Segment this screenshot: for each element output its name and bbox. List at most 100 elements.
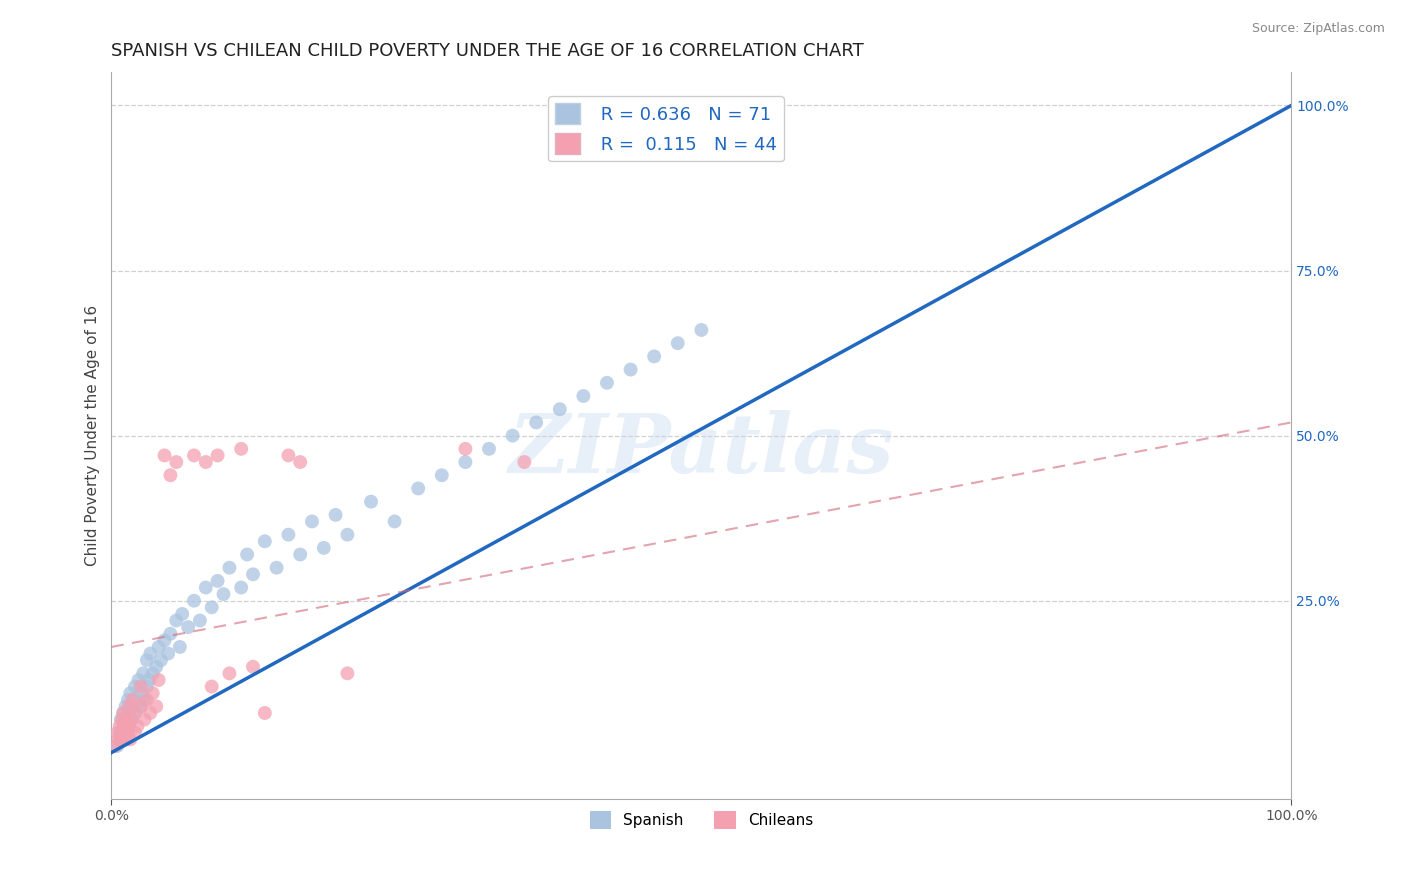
Point <box>360 494 382 508</box>
Point <box>242 567 264 582</box>
Point <box>325 508 347 522</box>
Point <box>231 442 253 456</box>
Point <box>118 706 141 720</box>
Point <box>120 686 142 700</box>
Point <box>212 587 235 601</box>
Point <box>290 548 312 562</box>
Point <box>118 699 141 714</box>
Point <box>643 350 665 364</box>
Point <box>148 640 170 654</box>
Point <box>207 574 229 588</box>
Point <box>406 482 429 496</box>
Point <box>336 666 359 681</box>
Point <box>145 699 167 714</box>
Y-axis label: Child Poverty Under the Age of 16: Child Poverty Under the Age of 16 <box>86 305 100 566</box>
Point <box>111 713 134 727</box>
Point <box>112 719 135 733</box>
Point <box>301 515 323 529</box>
Point <box>134 692 156 706</box>
Point <box>142 686 165 700</box>
Point <box>114 726 136 740</box>
Point <box>120 732 142 747</box>
Point <box>110 713 132 727</box>
Point <box>135 653 157 667</box>
Point <box>129 699 152 714</box>
Point <box>266 560 288 574</box>
Point <box>114 699 136 714</box>
Point <box>157 647 180 661</box>
Point <box>336 527 359 541</box>
Point <box>139 706 162 720</box>
Point <box>277 527 299 541</box>
Point <box>142 666 165 681</box>
Point <box>127 719 149 733</box>
Point <box>111 732 134 747</box>
Point <box>105 726 128 740</box>
Point <box>502 428 524 442</box>
Point <box>107 732 129 747</box>
Point <box>112 726 135 740</box>
Point <box>183 593 205 607</box>
Point <box>201 680 224 694</box>
Point <box>115 713 138 727</box>
Point <box>117 692 139 706</box>
Point <box>121 699 143 714</box>
Point <box>513 455 536 469</box>
Point <box>159 468 181 483</box>
Point <box>478 442 501 456</box>
Point <box>430 468 453 483</box>
Point <box>129 680 152 694</box>
Text: ZIPatlas: ZIPatlas <box>509 410 894 491</box>
Point <box>153 633 176 648</box>
Point <box>596 376 619 390</box>
Point <box>138 673 160 687</box>
Point <box>218 560 240 574</box>
Point <box>134 713 156 727</box>
Point <box>159 626 181 640</box>
Point <box>169 640 191 654</box>
Point <box>135 692 157 706</box>
Point <box>105 739 128 753</box>
Point <box>104 739 127 753</box>
Point <box>188 614 211 628</box>
Point <box>207 449 229 463</box>
Point <box>165 614 187 628</box>
Point <box>242 659 264 673</box>
Point <box>112 706 135 720</box>
Point <box>194 581 217 595</box>
Point <box>231 581 253 595</box>
Point <box>114 732 136 747</box>
Point <box>129 699 152 714</box>
Point <box>124 680 146 694</box>
Point <box>277 449 299 463</box>
Point <box>384 515 406 529</box>
Point <box>115 713 138 727</box>
Point <box>253 534 276 549</box>
Point <box>148 673 170 687</box>
Point <box>172 607 194 621</box>
Point <box>290 455 312 469</box>
Point <box>129 686 152 700</box>
Point <box>572 389 595 403</box>
Point <box>127 692 149 706</box>
Point <box>145 659 167 673</box>
Point <box>619 362 641 376</box>
Point <box>139 647 162 661</box>
Text: Source: ZipAtlas.com: Source: ZipAtlas.com <box>1251 22 1385 36</box>
Point <box>121 713 143 727</box>
Point <box>128 673 150 687</box>
Point <box>177 620 200 634</box>
Point <box>253 706 276 720</box>
Point <box>201 600 224 615</box>
Point <box>183 449 205 463</box>
Legend: Spanish, Chileans: Spanish, Chileans <box>583 805 820 835</box>
Point <box>121 713 143 727</box>
Point <box>548 402 571 417</box>
Point <box>135 680 157 694</box>
Point <box>454 442 477 456</box>
Point <box>194 455 217 469</box>
Point <box>165 455 187 469</box>
Point <box>118 719 141 733</box>
Point <box>121 692 143 706</box>
Point <box>218 666 240 681</box>
